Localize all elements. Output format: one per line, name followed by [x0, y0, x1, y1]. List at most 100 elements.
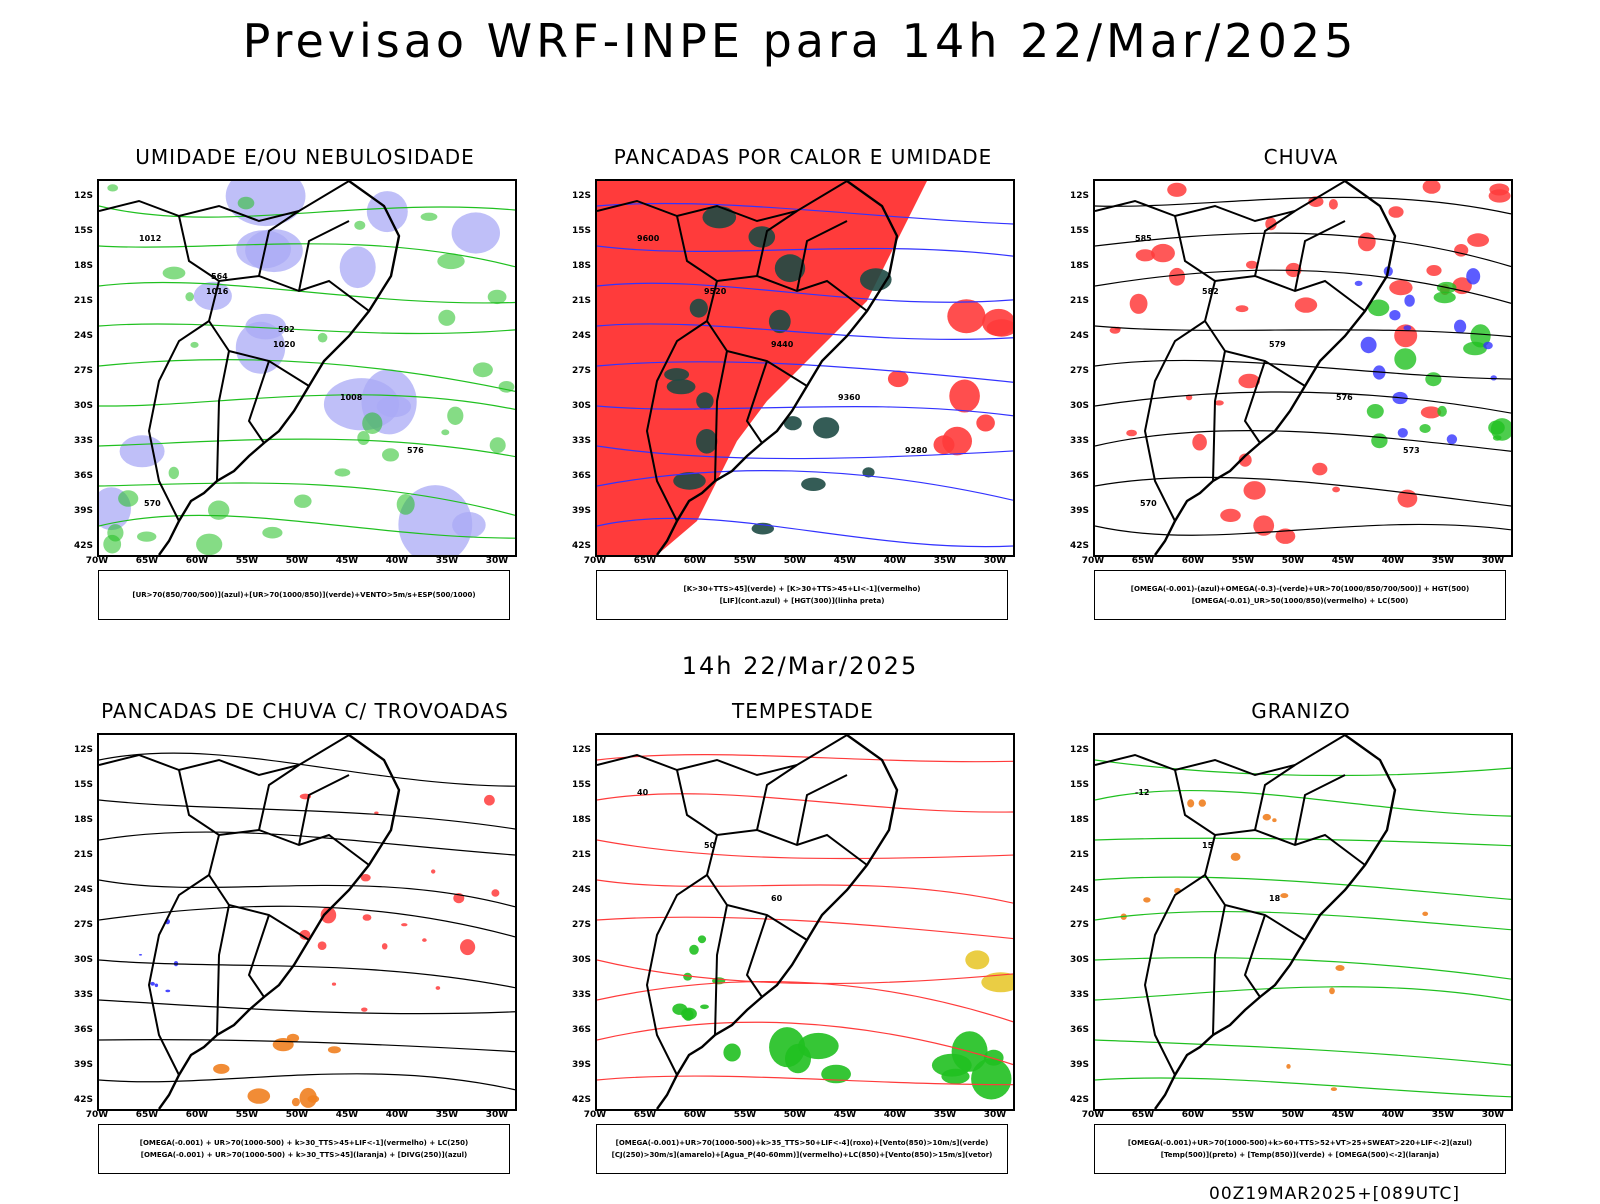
- contour-line: [597, 405, 1013, 417]
- state-border: [1294, 774, 1346, 846]
- contour-label: 1008: [340, 393, 363, 402]
- omega-500-area: [1280, 893, 1289, 899]
- li-negative-area: [976, 414, 995, 432]
- humidity-1000-850-area: [237, 196, 255, 210]
- lat-label: 36S: [73, 471, 93, 481]
- lat-label: 42S: [73, 1095, 93, 1105]
- contour-line: [597, 754, 1013, 763]
- contour-line: [99, 905, 515, 938]
- omega-ur-area: [1275, 528, 1296, 544]
- wind-850-area: [798, 1032, 839, 1060]
- lat-label: 27S: [571, 366, 591, 376]
- omega-500-area: [1286, 1064, 1291, 1069]
- lat-label: 30S: [571, 401, 591, 411]
- lat-label: 30S: [1069, 955, 1089, 965]
- humidity-850-500-area: [245, 313, 287, 340]
- coastline: [1154, 181, 1397, 555]
- state-border: [1254, 210, 1296, 277]
- mid-title: 14h 22/Mar/2025: [681, 652, 919, 680]
- legend-line: [OMEGA(-0.01)_UR>50(1000/850)(vermelho) …: [1191, 597, 1409, 605]
- lat-label: 36S: [1069, 471, 1089, 481]
- humidity-850-500-area: [245, 229, 303, 273]
- panel-1-map-svg: 1012 1016 1020 1008 576 570 564 582: [99, 181, 515, 555]
- contour-line: [1095, 523, 1511, 536]
- k-tts-area: [689, 298, 708, 318]
- contour-line: [99, 394, 515, 410]
- state-border: [1095, 735, 1346, 777]
- lon-label: 45W: [1331, 556, 1355, 566]
- legend-line: [K>30+TTS>45](verde) + [K>30+TTS>45+LI<-…: [683, 585, 921, 593]
- state-border: [1095, 181, 1346, 223]
- contour-label: 582: [278, 325, 295, 334]
- contour-label: 15: [1202, 841, 1214, 850]
- panel-1-title: UMIDADE E/OU NEBULOSIDADE: [135, 145, 475, 169]
- humidity-1000-850-area: [208, 500, 230, 520]
- lon-label: 55W: [733, 1110, 757, 1120]
- contour-label: 582: [1202, 287, 1219, 296]
- thunder-rain-area: [381, 943, 388, 950]
- omega-ur-area: [1235, 305, 1249, 313]
- thunder-rain-area: [491, 889, 500, 897]
- contour-line: [99, 959, 515, 989]
- lon-label: 70W: [1081, 556, 1105, 566]
- lat-label: 21S: [571, 296, 591, 306]
- lat-label: 36S: [571, 471, 591, 481]
- contour-line: [99, 752, 515, 787]
- contour-line: [1095, 910, 1511, 931]
- k-tts-area: [664, 368, 690, 381]
- lat-label: 33S: [571, 990, 591, 1000]
- lat-label: 21S: [1069, 850, 1089, 860]
- omega-ur-area: [1151, 243, 1175, 263]
- state-border: [147, 874, 210, 1076]
- main-title: Previsao WRF-INPE para 14h 22/Mar/2025: [242, 14, 1358, 68]
- lon-label: 65W: [1131, 556, 1155, 566]
- lon-label: 35W: [1431, 556, 1455, 566]
- jet-250-area: [981, 972, 1013, 993]
- lon-label: 60W: [1181, 556, 1205, 566]
- wind-850-area: [723, 1043, 741, 1062]
- lat-label: 39S: [73, 1060, 93, 1070]
- divergence-area: [165, 989, 171, 993]
- contour-line: [99, 482, 515, 516]
- humidity-1000-850-area: [294, 494, 312, 508]
- lat-label: 12S: [73, 191, 93, 201]
- k-tts-area: [748, 226, 776, 248]
- omega-ur-area: [1328, 199, 1338, 210]
- k-tts-area: [696, 392, 714, 410]
- omega-ur-area: [1489, 183, 1510, 196]
- omega-ur-area: [1420, 406, 1442, 419]
- contour-label: 9360: [838, 393, 861, 402]
- omega-03-area: [1425, 372, 1442, 387]
- wind-850-area: [821, 1064, 851, 1084]
- omega-03-area: [1367, 299, 1390, 317]
- contour-line: [1095, 957, 1511, 980]
- lat-label: 27S: [1069, 366, 1089, 376]
- omega-500-area: [1262, 813, 1271, 821]
- humidity-1000-850-area: [185, 292, 194, 302]
- lon-label: 70W: [583, 556, 607, 566]
- lon-label: 40W: [1381, 556, 1405, 566]
- lat-label: 12S: [1069, 745, 1089, 755]
- lon-label: 70W: [85, 556, 109, 566]
- omega-500-area: [1330, 1087, 1337, 1091]
- panel-6-legend: [OMEGA(-0.001)+UR>70(1000-500)+k>60+TTS>…: [1094, 1124, 1506, 1174]
- lat-label: 24S: [571, 331, 591, 341]
- humidity-1000-850-area: [472, 362, 493, 378]
- contour-label: 564: [211, 272, 228, 281]
- omega-ur-area: [1308, 196, 1324, 207]
- lat-label: 39S: [73, 506, 93, 516]
- lon-label: 60W: [185, 556, 209, 566]
- lon-label: 60W: [1181, 1110, 1205, 1120]
- wind-850-area: [700, 1004, 709, 1010]
- lat-label: 18S: [1069, 261, 1089, 271]
- omega-03-area: [1437, 405, 1447, 417]
- panel-3-map-svg: 585 582 579 576 573 570: [1095, 181, 1511, 555]
- thunder-rain-area: [422, 938, 427, 942]
- omega-0001-area: [1354, 280, 1363, 286]
- lon-label: 45W: [833, 556, 857, 566]
- contour-line: [1095, 1039, 1511, 1066]
- lat-label: 39S: [571, 1060, 591, 1070]
- lat-label: 15S: [571, 226, 591, 236]
- omega-ur-area: [1214, 400, 1224, 406]
- li-negative-area: [933, 435, 955, 455]
